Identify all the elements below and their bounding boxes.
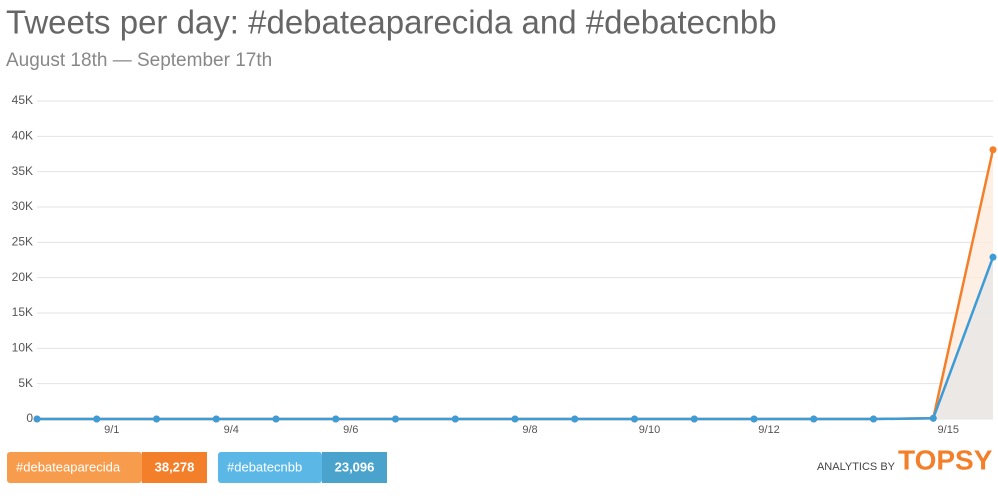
data-point: [93, 415, 101, 423]
data-point: [870, 415, 877, 423]
series-area: [37, 149, 993, 419]
data-point: [571, 415, 579, 423]
data-point: [810, 415, 818, 423]
legend-name: #debatecnbb: [227, 459, 302, 474]
x-tick-label: 9/15: [938, 424, 959, 436]
data-point: [212, 415, 220, 423]
data-point: [33, 415, 41, 423]
data-point: [153, 415, 160, 423]
legend-total-bg: [142, 452, 207, 483]
x-tick-label: 9/12: [758, 424, 779, 436]
credit-brand: TOPSY: [898, 444, 993, 475]
series-line: [37, 256, 995, 421]
chart-title: Tweets per day: #debateaparecida and #de…: [6, 4, 777, 41]
y-tick-label: 5K: [18, 376, 33, 390]
y-tick-label: 25K: [12, 235, 33, 249]
data-point: [511, 415, 519, 423]
y-tick-label: 35K: [12, 164, 33, 178]
y-tick-label: 20K: [12, 270, 33, 284]
data-point: [750, 415, 758, 423]
data-point: [989, 146, 997, 154]
legend-total: 23,096: [335, 459, 375, 474]
y-tick-label: 0: [26, 411, 33, 425]
credit-prefix: ANALYTICS BY: [817, 461, 896, 473]
data-point: [631, 415, 638, 423]
data-point: [690, 415, 698, 423]
x-tick-label: 9/10: [639, 424, 660, 436]
y-tick-label: 15K: [12, 305, 33, 319]
legend-name-bg[interactable]: [218, 452, 322, 483]
data-point: [929, 414, 937, 422]
y-tick-label: 45K: [12, 93, 33, 107]
x-tick-label: 9/8: [522, 424, 537, 436]
x-tick-label: 9/6: [343, 424, 358, 436]
data-point: [272, 415, 280, 423]
y-tick-label: 10K: [12, 341, 33, 355]
data-point: [332, 415, 340, 423]
y-tick-label: 40K: [12, 129, 33, 143]
series-area: [37, 257, 993, 419]
y-tick-label: 30K: [12, 199, 33, 213]
series-line: [37, 149, 995, 421]
legend-name-bg[interactable]: [7, 452, 142, 483]
legend-total-bg: [322, 452, 387, 483]
data-point: [392, 415, 399, 423]
data-point: [989, 253, 997, 261]
legend-name: #debateaparecida: [16, 459, 121, 474]
x-tick-label: 9/1: [104, 424, 119, 436]
legend-total: 38,278: [155, 459, 195, 474]
chart-subtitle: August 18th — September 17th: [6, 50, 272, 71]
data-point: [451, 415, 459, 423]
x-tick-label: 9/4: [224, 424, 239, 436]
